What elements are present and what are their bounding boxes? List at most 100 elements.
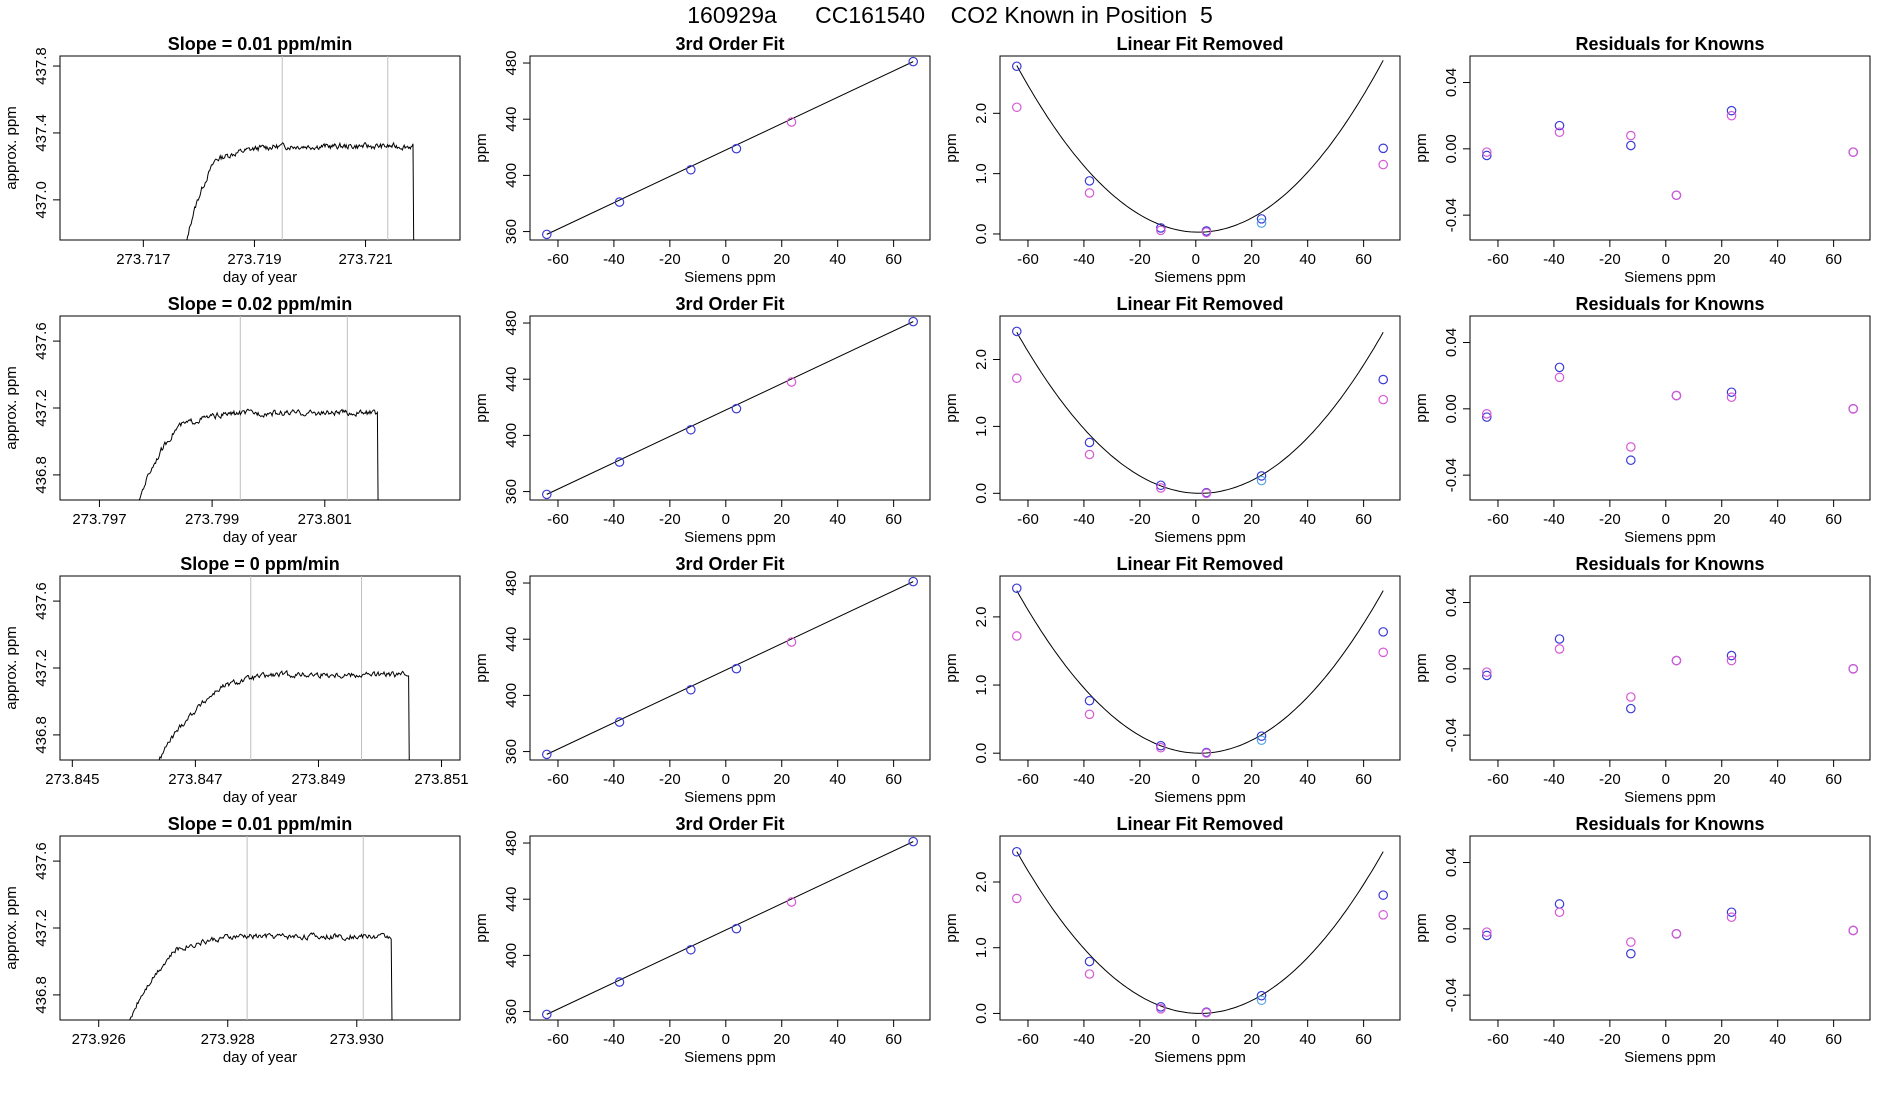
x-tick-label: 40: [1769, 1031, 1786, 1048]
x-tick-label: -60: [547, 251, 569, 268]
x-tick-label: 60: [1825, 511, 1842, 528]
y-axis-label: approx. ppm: [3, 366, 20, 449]
x-tick-label: 60: [885, 771, 902, 788]
data-point: [1011, 631, 1022, 641]
y-axis-label: approx. ppm: [3, 106, 20, 189]
y-axis-label: ppm: [473, 393, 490, 422]
x-tick-label: 0: [1192, 771, 1200, 788]
data-point: [1011, 893, 1022, 904]
plot-frame: [999, 575, 1401, 761]
data-point: [1481, 409, 1492, 419]
x-axis-label: day of year: [223, 1049, 297, 1066]
x-tick-label: 20: [1243, 251, 1260, 268]
analyzer-trace: [158, 669, 410, 760]
plot-area: [1016, 60, 1384, 233]
data-point: [1201, 748, 1212, 758]
x-tick-label: 40: [1769, 251, 1786, 268]
chart-title: Residuals for Knowns: [1575, 294, 1764, 314]
x-tick-label: 273.801: [298, 511, 352, 528]
x-tick-label: 273.799: [185, 511, 239, 528]
x-tick-label: 60: [1825, 771, 1842, 788]
x-axis-label: Siemens ppm: [1624, 789, 1716, 806]
data-point: [686, 424, 696, 435]
x-tick-label: -40: [1543, 1031, 1565, 1048]
x-tick-label: -20: [659, 1031, 681, 1048]
x-tick-label: 273.851: [414, 771, 468, 788]
data-point: [1626, 937, 1636, 947]
data-point: [731, 663, 742, 674]
x-tick-label: -40: [1543, 511, 1565, 528]
x-axis-label: Siemens ppm: [1624, 1049, 1716, 1066]
chart-r3-c4: Residuals for Knowns -60 -40 -20 0 20 40 60 Siem…: [1413, 554, 1871, 806]
x-tick-label: -40: [603, 1031, 625, 1048]
x-tick-label: 0: [1192, 511, 1200, 528]
x-tick-label: -40: [603, 511, 625, 528]
x-tick-label: 20: [1243, 771, 1260, 788]
chart-title: Residuals for Knowns: [1575, 554, 1764, 574]
y-tick-label: 400: [503, 163, 520, 188]
x-tick-label: 40: [829, 251, 846, 268]
data-point: [1084, 709, 1095, 720]
x-tick-label: 40: [1299, 511, 1316, 528]
data-point: [1084, 449, 1095, 460]
data-point: [1848, 664, 1859, 674]
chart-r2-c2: 3rd Order Fit -60 -40 -20 0 20 40 60 Siemens ppm…: [473, 294, 931, 546]
x-tick-label: 20: [1713, 771, 1730, 788]
data-point: [1011, 373, 1022, 384]
y-axis-label: ppm: [943, 653, 960, 682]
data-point: [1626, 455, 1636, 466]
x-tick-label: -60: [1017, 511, 1039, 528]
fit-curve: [1016, 590, 1384, 754]
y-axis-label: ppm: [1413, 133, 1430, 162]
data-point: [1378, 647, 1389, 658]
y-tick-label: -0.04: [1443, 198, 1460, 232]
data-point: [1378, 159, 1389, 170]
x-tick-label: -60: [1487, 1031, 1509, 1048]
y-tick-label: 0.00: [1443, 654, 1460, 683]
plot-area: [1016, 851, 1384, 1014]
y-tick-label: 437.2: [33, 909, 50, 947]
data-point: [1156, 225, 1166, 236]
data-point: [1671, 655, 1682, 666]
plot-area: [158, 576, 410, 760]
y-axis-label: ppm: [1413, 393, 1430, 422]
y-tick-label: 1.0: [973, 416, 990, 437]
chart-r1-c2: 3rd Order Fit -60 -40 -20 0 20 40 60 Siemens ppm…: [473, 34, 931, 286]
fit-curve: [1016, 332, 1384, 494]
x-tick-label: -40: [603, 251, 625, 268]
x-tick-label: 60: [1825, 1031, 1842, 1048]
x-tick-label: -60: [547, 771, 569, 788]
plot-frame: [59, 315, 461, 501]
chart-title: 3rd Order Fit: [675, 34, 784, 54]
y-tick-label: 360: [503, 219, 520, 244]
x-tick-label: 0: [722, 771, 730, 788]
y-tick-label: 480: [503, 831, 520, 856]
plot-frame: [1469, 575, 1871, 761]
y-tick-label: 0.0: [973, 483, 990, 504]
x-tick-label: 40: [1299, 1031, 1316, 1048]
chart-title: Linear Fit Removed: [1116, 554, 1283, 574]
analyzer-trace: [138, 408, 379, 500]
x-tick-label: 20: [1713, 1031, 1730, 1048]
chart-title: Residuals for Knowns: [1575, 34, 1764, 54]
data-point: [1201, 1007, 1212, 1018]
chart-title: Slope = 0.02 ppm/min: [168, 294, 353, 314]
plot-area: [1016, 590, 1384, 754]
y-axis-label: ppm: [1413, 913, 1430, 942]
data-point: [1481, 670, 1492, 681]
y-tick-label: 2.0: [973, 103, 990, 124]
plot-frame: [59, 835, 461, 1021]
x-tick-label: 0: [1192, 1031, 1200, 1048]
data-point: [1256, 218, 1267, 228]
y-axis-label: ppm: [943, 913, 960, 942]
chart-r3-c1: Slope = 0 ppm/min 273.845 273.847 273.849 27…: [3, 554, 469, 806]
data-point: [1848, 925, 1859, 936]
plot-frame: [59, 575, 461, 761]
data-point: [731, 403, 742, 414]
x-tick-label: -40: [1073, 771, 1095, 788]
x-tick-label: -20: [1599, 771, 1621, 788]
x-tick-label: -60: [1017, 251, 1039, 268]
fit-line: [546, 581, 914, 755]
data-point: [1084, 188, 1095, 198]
